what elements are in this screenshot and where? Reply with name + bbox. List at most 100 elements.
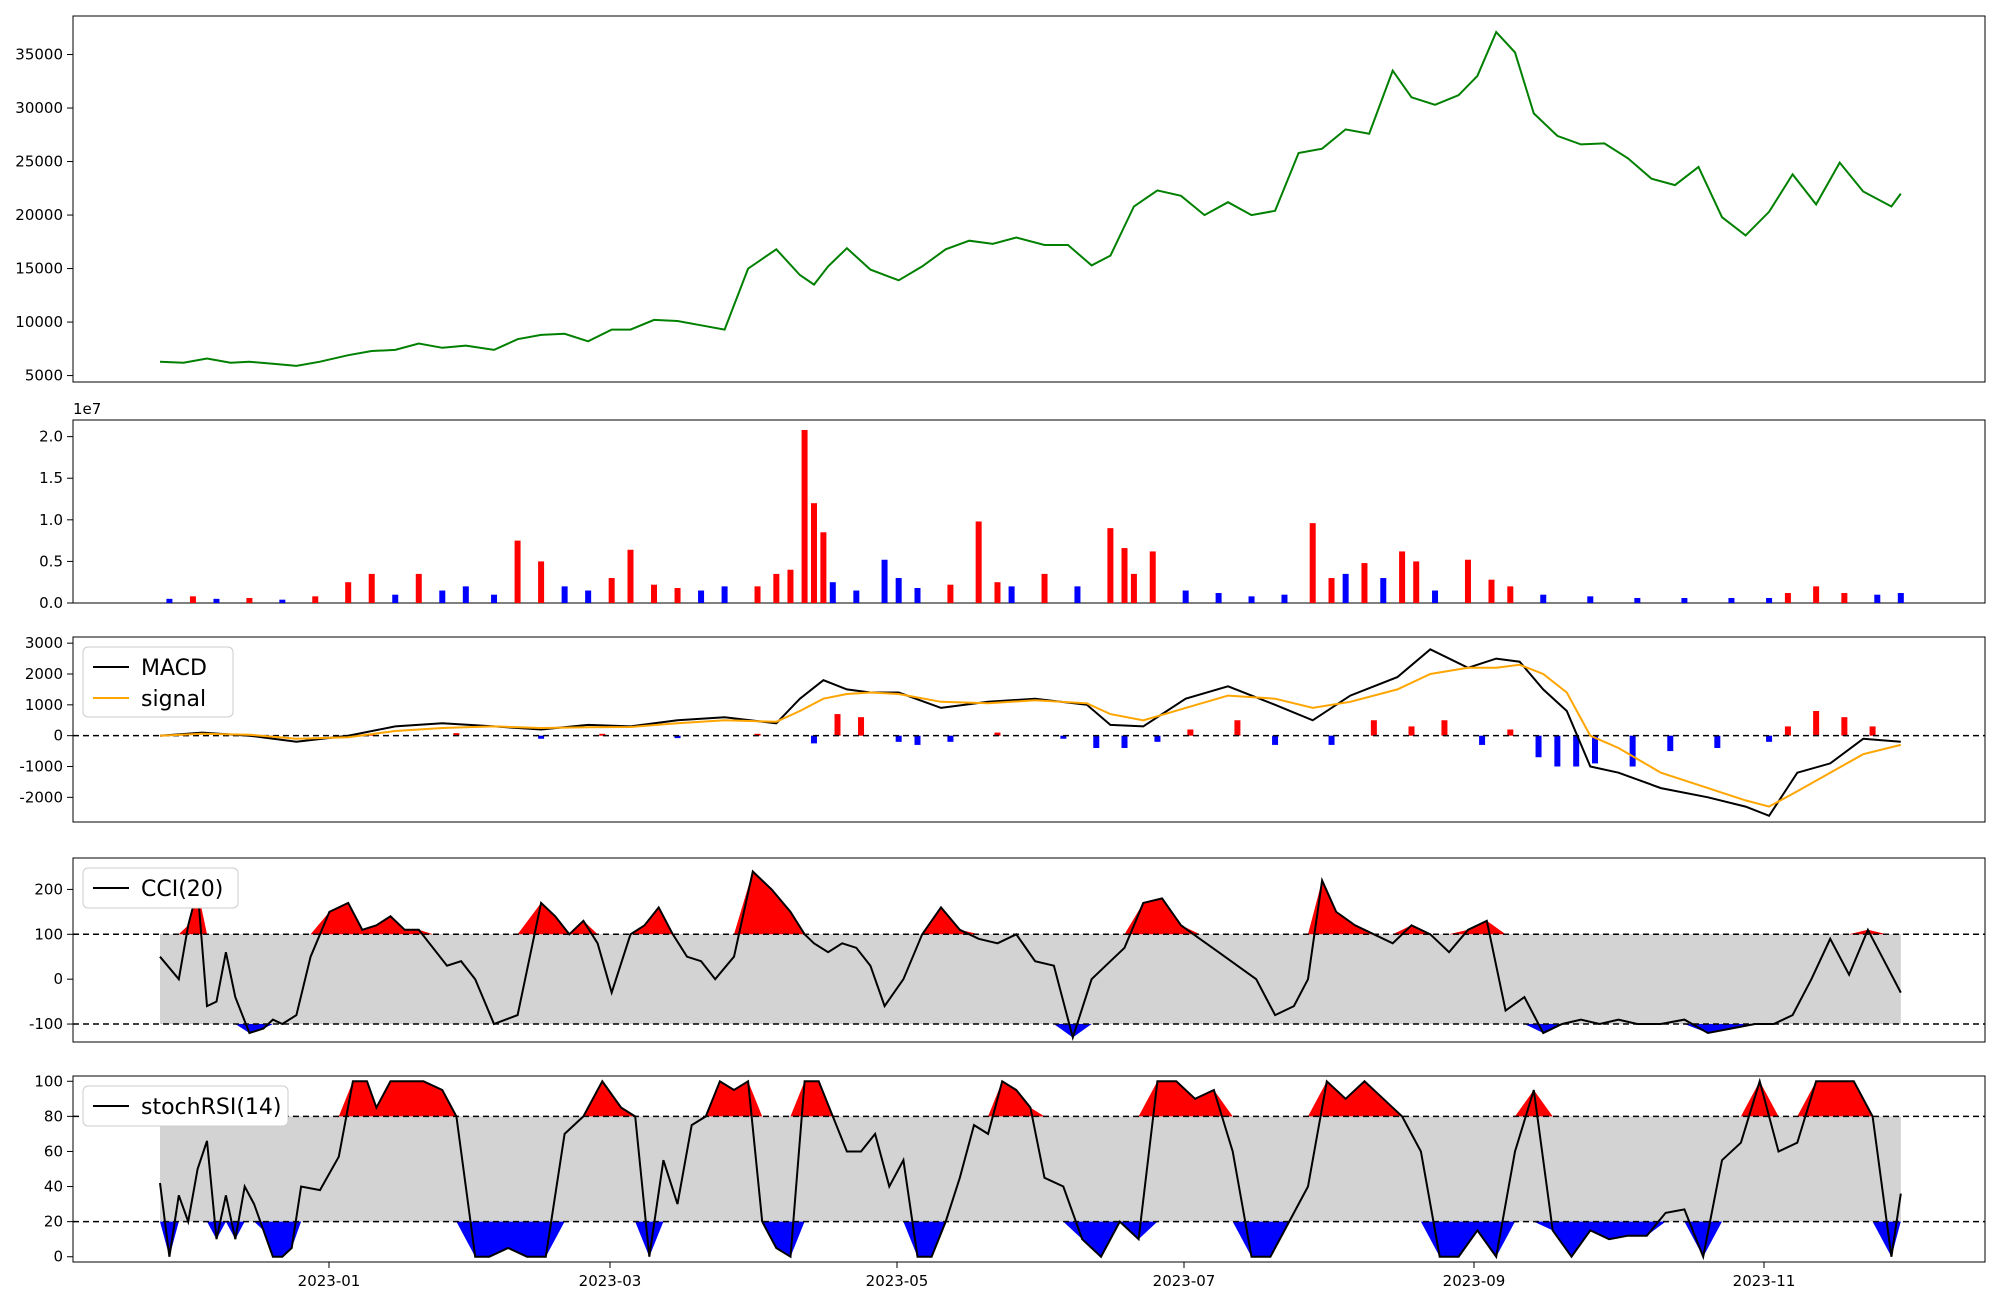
cci-line [159,869,1902,1042]
x-axis-tick-label: 2023-03 [579,1272,642,1290]
macd-histogram-bar [1813,711,1820,736]
cci-overbought-fill [160,871,1901,935]
macd-ytick-label: -1000 [19,758,63,776]
volume-bar [829,582,836,603]
macd-histogram-bar [1408,726,1415,736]
macd-histogram-bar [1328,735,1335,745]
cci-ytick-label: 200 [34,880,63,898]
volume-bar [189,596,196,603]
volume-bar [1149,551,1156,603]
volume-bar [801,429,808,603]
stochrsi-ytick-label: 100 [34,1072,63,1090]
stochrsi-ytick-label: 40 [44,1178,63,1196]
macd-histogram-bar [1554,735,1561,767]
cci-ytick-label: 100 [34,925,63,943]
volume-bar [1728,598,1735,603]
cci-ytick-label: -100 [29,1015,63,1033]
volume-bar [1874,594,1881,603]
cci-ytick-label: 0 [53,970,63,988]
volume-bar [1281,594,1288,603]
volume-bar [345,582,352,603]
macd-histogram-bar [895,735,902,742]
macd-histogram-bar [1766,735,1773,742]
stochrsi-ytick-label: 80 [44,1107,63,1125]
stochrsi-legend-box [82,1085,289,1127]
macd-histogram-bar [1592,735,1598,764]
macd-histogram-bar [1841,717,1848,736]
volume-bar [1413,561,1420,603]
volume-bar [1784,593,1791,603]
volume-bar [1841,593,1848,603]
volume-bar [1182,590,1189,603]
cci-band-fill [160,934,1901,1025]
volume-scale-label: 1e7 [73,400,101,418]
volume-bar [1361,563,1368,603]
volume-bar [1130,573,1137,603]
macd-histogram-bar [1154,735,1161,742]
volume-bar [674,588,681,603]
volume-bar [810,503,817,603]
volume-ytick-label: 1.0 [39,511,63,529]
price-ytick-label: 10000 [15,313,63,331]
volume-bar [1121,548,1128,603]
macd-histogram-bar [858,717,865,736]
volume-bar [279,599,286,603]
volume-bar [627,549,634,603]
volume-bar [698,590,705,603]
price-ytick-label: 20000 [15,206,63,224]
price-ytick-label: 35000 [15,46,63,64]
volume-bar [312,596,319,603]
volume-bar [608,578,615,603]
price-ytick-label: 30000 [15,99,63,117]
volume-bar [213,598,220,603]
cci-legend-box [82,867,239,909]
macd-legend: MACD signal [82,646,234,718]
volume-bar [1813,586,1820,603]
cci-panel-frame [72,857,1986,1043]
macd-histogram-bar [1121,735,1128,748]
volume-bar [1399,551,1406,603]
volume-panel-frame [72,419,1986,604]
volume-ytick-label: 1.5 [39,469,63,487]
volume-bar [914,588,921,603]
volume-bar [651,584,658,603]
volume-bar [1074,586,1081,603]
volume-bar [1248,596,1255,603]
macd-histogram-bar [1507,729,1514,736]
volume-bar [538,561,545,603]
volume-bar [1008,586,1015,603]
stochrsi-ytick-label: 60 [44,1142,63,1160]
stochrsi-band-fill [160,1116,1901,1222]
macd-ytick-label: 0 [53,727,63,745]
macd-histogram-bar [1573,735,1580,767]
macd-legend-label: signal [141,687,206,712]
volume-bar [853,590,860,603]
volume-bar [754,586,761,603]
macd-histogram-bar [1187,729,1194,736]
stochrsi-line [159,1077,1902,1261]
macd-histogram-bar [810,735,817,744]
macd-ytick-label: 1000 [25,696,63,714]
cci-legend-label: CCI(20) [141,877,223,902]
stochrsi-panel-frame [72,1075,1986,1263]
volume-bar [1380,578,1387,603]
macd-histogram-bar [1272,735,1279,745]
macd-histogram-bar [1441,720,1448,736]
volume-bar [1540,594,1547,603]
volume-bar [1328,578,1335,603]
volume-bar [392,594,399,603]
cci-legend: CCI(20) [82,867,239,909]
stochrsi-oversold-fill [160,1221,1901,1257]
macd-histogram-bar [994,732,1001,736]
x-axis-tick-label: 2023-07 [1153,1272,1216,1290]
macd-histogram-bar [599,733,606,736]
stochrsi-ytick-label: 0 [53,1248,63,1266]
macd-histogram-bar [1869,726,1876,736]
volume-bar [561,586,568,603]
volume-bar [1342,573,1349,603]
volume-bar [721,586,728,603]
macd-histogram-bar [1714,735,1721,748]
macd-legend-box [82,646,234,718]
stochrsi-ytick-label: 20 [44,1213,63,1231]
